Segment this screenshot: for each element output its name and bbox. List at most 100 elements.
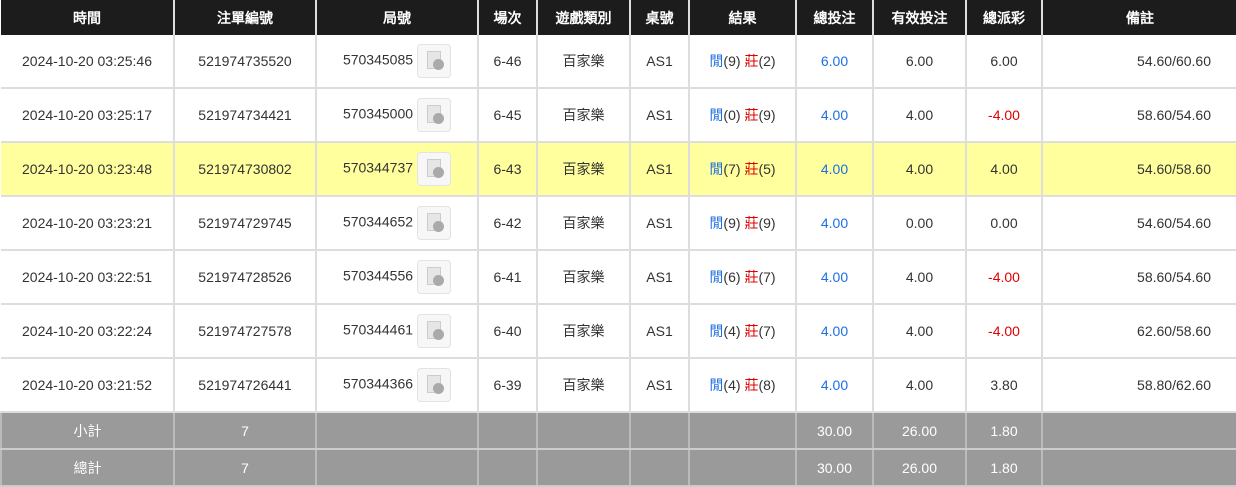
round-number: 570344737 [342,159,414,176]
banker-label: 莊 [744,107,759,123]
result: 閒(6) 莊(7) [688,250,796,305]
table-id: AS1 [629,142,689,197]
video-replay-icon[interactable] [417,98,452,132]
table-id: AS1 [629,88,689,143]
video-replay-icon[interactable] [417,368,452,402]
round: 570345085 [315,35,478,89]
result: 閒(0) 莊(9) [688,88,796,143]
note: 54.60/60.60 [1041,35,1236,89]
video-replay-icon[interactable] [417,152,452,186]
column-header: 桌號 [629,0,689,35]
summary-row: 總計 7 30.00 26.00 1.80 [0,449,1236,487]
summary-total: 30.00 [795,449,873,487]
payout: -4.00 [965,88,1042,143]
column-header: 時間 [1,0,174,35]
banker-points: (7) [758,323,776,339]
player-points: (9) [723,215,741,231]
column-header: 場次 [477,0,537,35]
player-label: 閒 [709,377,724,393]
banker-points: (8) [758,377,776,393]
game-type: 百家樂 [536,142,630,197]
bet-id: 521974729745 [173,196,316,251]
payout: 0.00 [965,196,1042,251]
total-bet: 4.00 [795,250,873,305]
total-bet: 4.00 [795,304,873,359]
round-number: 570344556 [342,267,414,284]
shoe: 6-43 [477,142,537,197]
payout: -4.00 [965,250,1042,305]
time: 2024-10-20 03:23:48 [1,142,174,197]
round-number: 570345085 [342,51,414,68]
player-points: (0) [723,107,741,123]
player-points: (7) [723,161,741,177]
round: 570344461 [315,304,478,359]
banker-points: (9) [758,215,776,231]
player-label: 閒 [709,269,724,285]
table-row[interactable]: 2024-10-20 03:22:24 521974727578 5703444… [1,304,1236,359]
table-row[interactable]: 2024-10-20 03:25:17 521974734421 5703450… [1,88,1236,143]
player-label: 閒 [709,215,724,231]
banker-label: 莊 [744,215,759,231]
game-type: 百家樂 [536,250,630,305]
video-replay-icon[interactable] [417,206,452,240]
column-header: 結果 [688,0,796,35]
banker-points: (5) [758,161,776,177]
valid-bet: 4.00 [872,304,966,359]
note: 58.80/62.60 [1041,358,1236,413]
time: 2024-10-20 03:21:52 [1,358,174,413]
shoe: 6-39 [477,358,537,413]
round: 570344556 [315,250,478,305]
summary-valid: 26.00 [872,412,966,450]
summary-row: 小計 7 30.00 26.00 1.80 [0,412,1236,450]
table-row[interactable]: 2024-10-20 03:21:52 521974726441 5703443… [1,358,1236,413]
table-id: AS1 [629,196,689,251]
table-id: AS1 [629,35,689,89]
game-type: 百家樂 [536,35,630,89]
payout: -4.00 [965,304,1042,359]
time: 2024-10-20 03:25:17 [1,88,174,143]
payout: 6.00 [965,35,1042,89]
shoe: 6-42 [477,196,537,251]
bet-id: 521974728526 [173,250,316,305]
game-type: 百家樂 [536,358,630,413]
valid-bet: 4.00 [872,88,966,143]
column-header: 注單編號 [173,0,316,35]
table-row[interactable]: 2024-10-20 03:22:51 521974728526 5703445… [1,250,1236,305]
summary-label: 總計 [0,449,174,487]
banker-label: 莊 [744,161,759,177]
video-replay-icon[interactable] [417,260,452,294]
result: 閒(9) 莊(2) [688,35,796,89]
banker-label: 莊 [744,323,759,339]
valid-bet: 4.00 [872,358,966,413]
time: 2024-10-20 03:22:24 [1,304,174,359]
round: 570344652 [315,196,478,251]
player-points: (6) [723,269,741,285]
summary-count: 7 [173,412,316,450]
summary-label: 小計 [0,412,174,450]
banker-label: 莊 [744,377,759,393]
summary-total: 30.00 [795,412,873,450]
valid-bet: 4.00 [872,250,966,305]
round: 570344737 [315,142,478,197]
total-bet: 4.00 [795,358,873,413]
summary-payout: 1.80 [965,449,1042,487]
column-header: 遊戲類別 [536,0,630,35]
video-replay-icon[interactable] [417,44,452,78]
total-bet: 4.00 [795,142,873,197]
valid-bet: 0.00 [872,196,966,251]
column-header: 總投注 [795,0,873,35]
round-number: 570344366 [342,375,414,392]
table-row[interactable]: 2024-10-20 03:23:48 521974730802 5703447… [1,142,1236,197]
table-id: AS1 [629,304,689,359]
round-number: 570345000 [342,105,414,122]
total-bet: 6.00 [795,35,873,89]
column-header: 有效投注 [872,0,966,35]
valid-bet: 6.00 [872,35,966,89]
table-row[interactable]: 2024-10-20 03:23:21 521974729745 5703446… [1,196,1236,251]
round-number: 570344461 [342,321,414,338]
round: 570345000 [315,88,478,143]
table-row[interactable]: 2024-10-20 03:25:46 521974735520 5703450… [1,35,1236,89]
video-replay-icon[interactable] [417,314,452,348]
summary-count: 7 [173,449,316,487]
bet-id: 521974727578 [173,304,316,359]
